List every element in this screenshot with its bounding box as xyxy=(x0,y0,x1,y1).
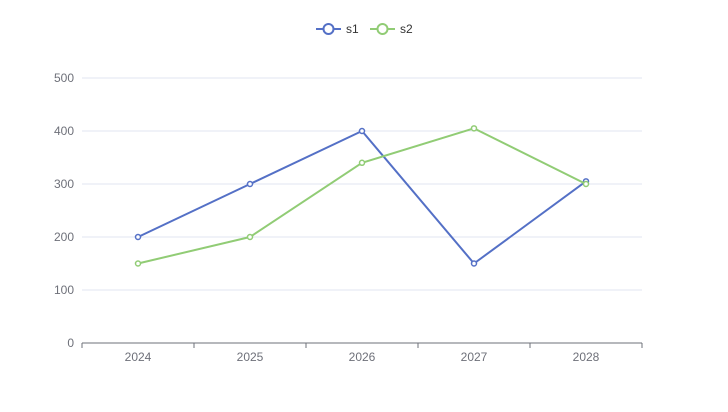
legend-circle-marker xyxy=(376,23,389,35)
data-point[interactable] xyxy=(582,180,590,188)
x-tick-label: 2027 xyxy=(461,350,488,364)
x-tick-label: 2026 xyxy=(349,350,376,364)
legend-circle-marker xyxy=(322,23,335,35)
data-point[interactable] xyxy=(470,125,478,132)
y-tick-label: 0 xyxy=(67,336,74,350)
y-tick-label: 500 xyxy=(54,71,74,85)
y-tick-label: 300 xyxy=(54,177,74,191)
series-s2 xyxy=(134,125,590,267)
x-tick-label: 2028 xyxy=(573,350,600,364)
data-point[interactable] xyxy=(470,260,478,267)
grid-lines xyxy=(82,77,642,291)
series-s1 xyxy=(134,127,590,267)
legend-item-s1[interactable]: s1 xyxy=(316,22,359,36)
data-point[interactable] xyxy=(358,127,366,135)
y-tick-label: 200 xyxy=(54,230,74,244)
data-point[interactable] xyxy=(134,260,142,267)
series-lines xyxy=(134,125,590,267)
data-point[interactable] xyxy=(246,233,254,241)
axes: 0 100 200 300 400 500 2024 2025 2026 2027 2028 xyxy=(54,71,643,364)
x-tick-label: 2024 xyxy=(125,350,152,364)
y-tick-label: 100 xyxy=(54,283,74,297)
data-point[interactable] xyxy=(134,233,142,241)
legend[interactable]: s1 s2 xyxy=(316,22,413,36)
x-tick-label: 2025 xyxy=(237,350,264,364)
legend-label: s2 xyxy=(400,22,413,36)
legend-label: s1 xyxy=(346,22,359,36)
y-tick-label: 400 xyxy=(54,124,74,138)
legend-item-s2[interactable]: s2 xyxy=(370,22,413,36)
data-point[interactable] xyxy=(246,180,254,188)
series-line-s2 xyxy=(137,127,587,265)
data-point[interactable] xyxy=(358,159,366,167)
